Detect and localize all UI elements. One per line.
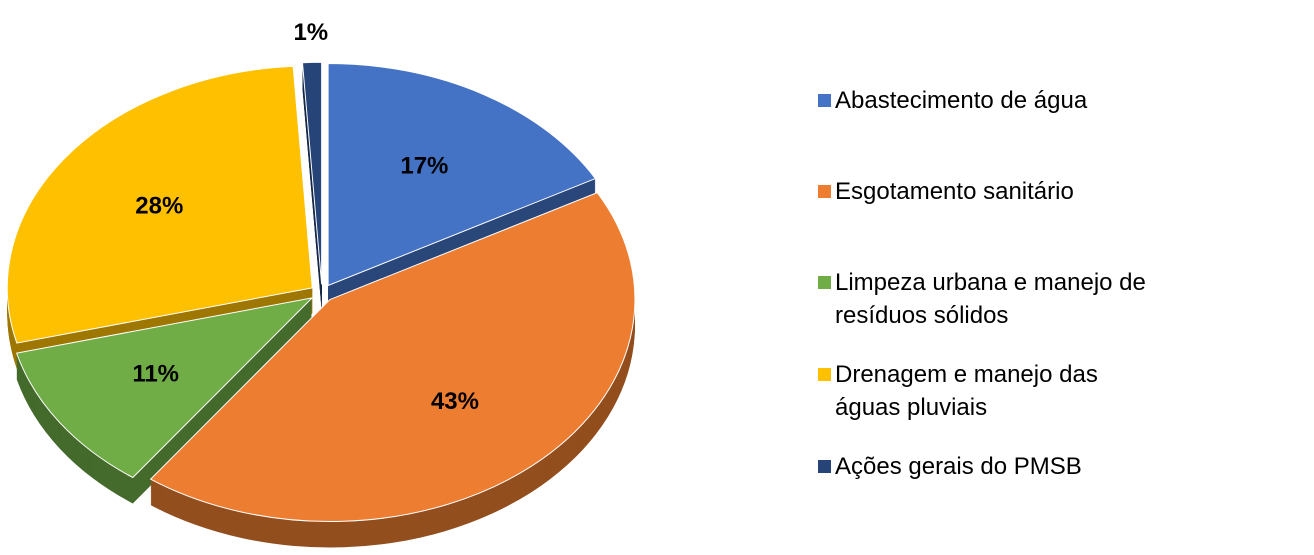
legend-item: Limpeza urbana e manejo de resíduos sóli… [818,266,1158,332]
slice [15,297,314,479]
legend-label: Abastecimento de água [835,87,1088,114]
legend-label: Esgotamento sanitário [835,178,1074,205]
slice [301,61,323,285]
legend-label: Drenagem e manejo das águas pluviais [835,361,1098,421]
legend-label: Limpeza urbana e manejo de resíduos sóli… [835,269,1146,329]
data-label: 1% [293,19,328,46]
legend-swatch [818,276,831,289]
chart: 17% 43% 11% 28% 1% [6,19,636,548]
data-label: 43% [431,388,479,415]
legend-item: Drenagem e manejo das águas pluviais [818,358,1158,424]
legend-swatch [818,94,831,107]
legend-swatch [818,185,831,198]
slice [149,191,636,523]
legend-item: Ações gerais do PMSB [818,450,1158,483]
legend-item: Esgotamento sanitário [818,175,1158,208]
data-label: 28% [135,192,183,219]
slice [6,65,313,344]
slice [327,62,597,287]
legend-item: Abastecimento de água [818,84,1158,117]
legend-swatch [818,460,831,473]
legend: Abastecimento de água Esgotamento sanitár… [818,84,1288,541]
data-label: 11% [132,361,179,388]
legend-label: Ações gerais do PMSB [835,453,1082,480]
data-label: 17% [400,152,448,179]
legend-swatch [818,368,831,381]
